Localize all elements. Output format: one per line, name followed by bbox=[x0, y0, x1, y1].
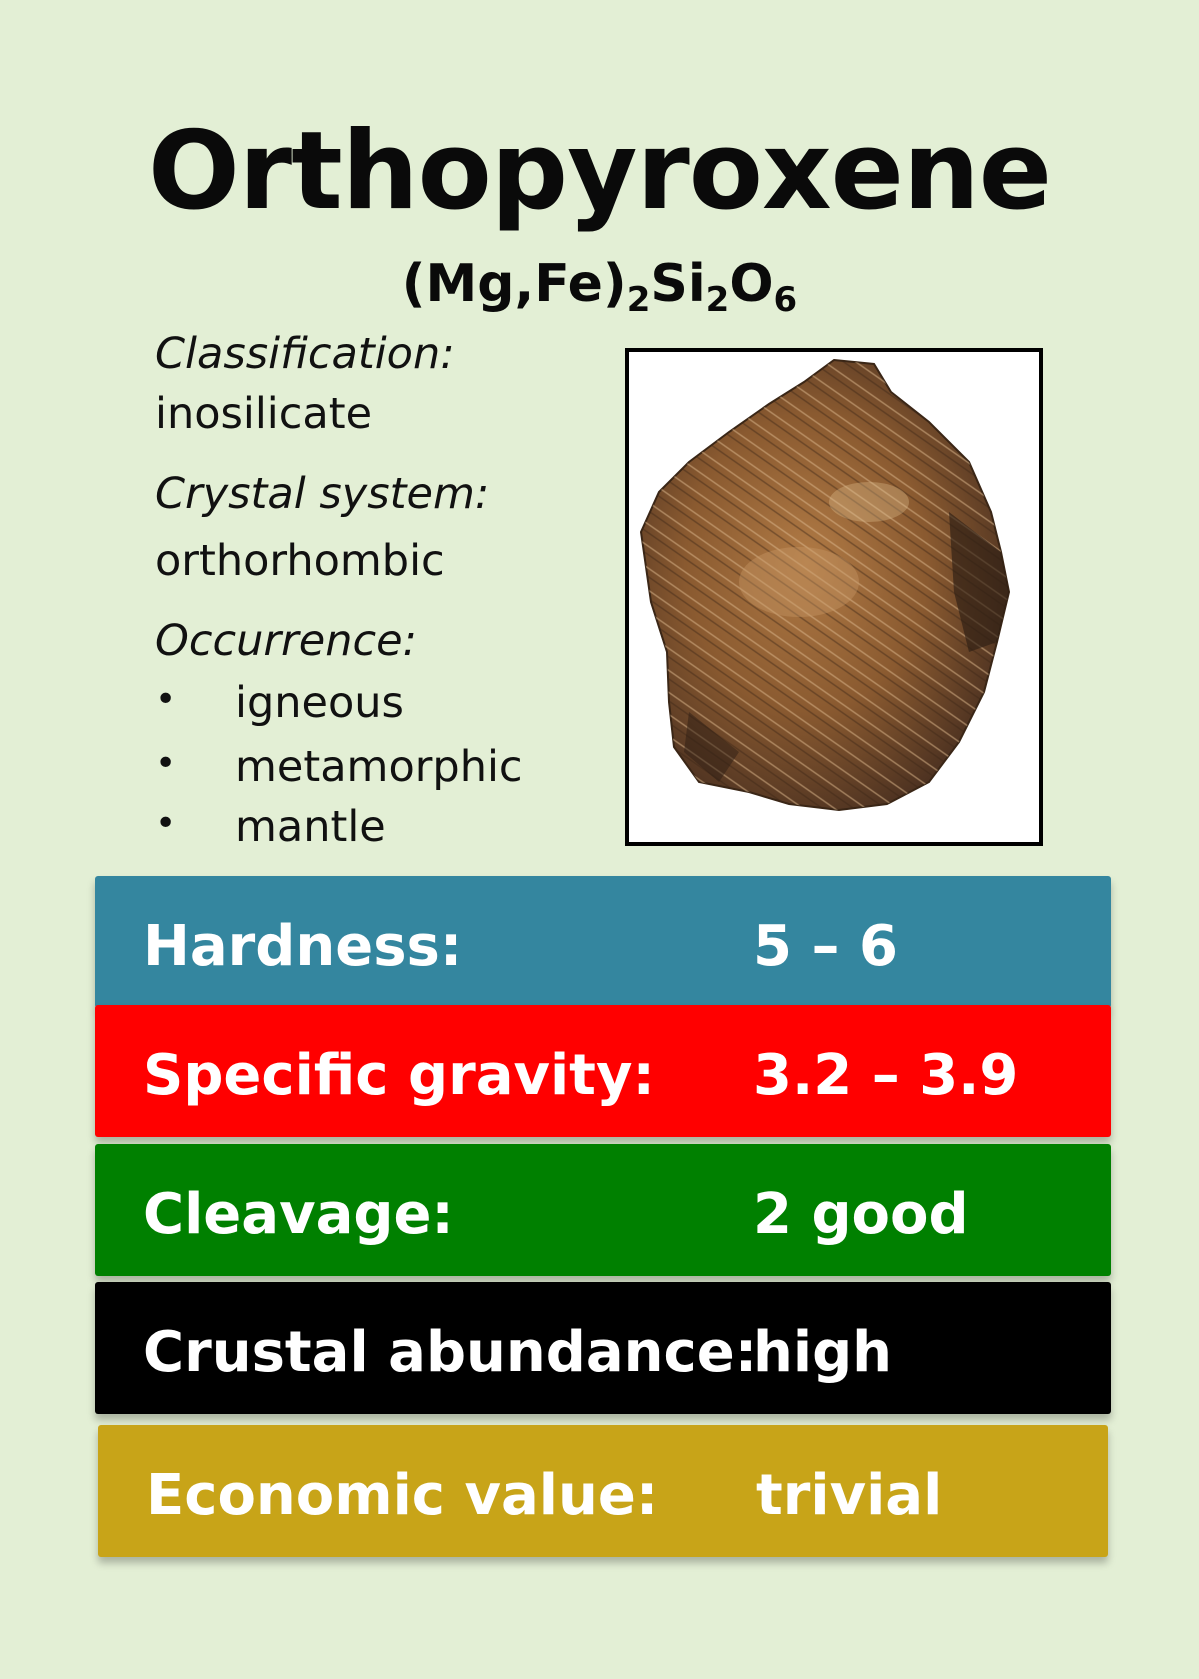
property-row-crustal-abundance: Crustal abundance: high bbox=[95, 1282, 1111, 1414]
formula-part: (Mg,Fe) bbox=[401, 254, 627, 314]
property-label: Specific gravity: bbox=[143, 1043, 655, 1108]
classification-label: Classification: bbox=[155, 329, 455, 379]
mineral-name: Orthopyroxene bbox=[148, 109, 1052, 234]
property-row-specific-gravity: Specific gravity: 3.2 – 3.9 bbox=[95, 1005, 1111, 1137]
property-value: high bbox=[753, 1320, 893, 1385]
chemical-formula: (Mg,Fe)2Si2O6 bbox=[0, 258, 1199, 317]
property-value: 3.2 – 3.9 bbox=[753, 1043, 1019, 1108]
occurrence-item-text: metamorphic bbox=[235, 742, 523, 792]
bullet-icon: • bbox=[155, 743, 177, 784]
property-label: Economic value: bbox=[146, 1463, 659, 1528]
property-row-cleavage: Cleavage: 2 good bbox=[95, 1144, 1111, 1276]
mineral-specimen-image bbox=[639, 358, 1011, 812]
property-value: trivial bbox=[756, 1463, 943, 1528]
bullet-icon: • bbox=[155, 803, 177, 844]
occurrence-item-text: mantle bbox=[235, 802, 386, 852]
classification-value: inosilicate bbox=[155, 389, 373, 439]
formula-part: O bbox=[729, 254, 774, 314]
crystal-system-value: orthorhombic bbox=[155, 536, 445, 586]
formula-subscript: 2 bbox=[626, 280, 651, 320]
occurrence-item-text: igneous bbox=[235, 678, 404, 728]
occurrence-label: Occurrence: bbox=[155, 616, 418, 666]
property-label: Cleavage: bbox=[143, 1182, 454, 1247]
property-row-economic-value: Economic value: trivial bbox=[98, 1425, 1108, 1557]
formula-subscript: 6 bbox=[773, 280, 798, 320]
property-value: 5 – 6 bbox=[753, 914, 898, 979]
property-value: 2 good bbox=[753, 1182, 969, 1247]
formula-subscript: 2 bbox=[705, 280, 730, 320]
bullet-icon: • bbox=[155, 679, 177, 720]
crystal-system-label: Crystal system: bbox=[155, 469, 490, 519]
formula-part: Si bbox=[650, 254, 706, 314]
property-label: Crustal abundance: bbox=[143, 1320, 758, 1385]
property-label: Hardness: bbox=[143, 914, 463, 979]
property-row-hardness: Hardness: 5 – 6 bbox=[95, 876, 1111, 1008]
mineral-photo bbox=[625, 348, 1043, 846]
